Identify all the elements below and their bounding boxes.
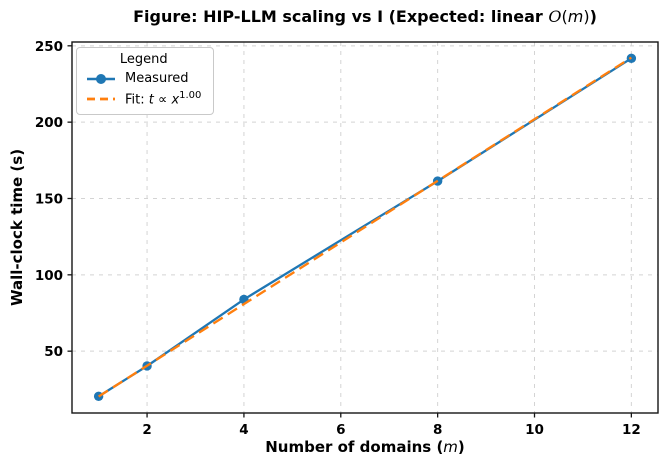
chart-title: Figure: HIP-LLM scaling vs I (Expected: … — [72, 7, 658, 26]
x-tick-label: 12 — [622, 422, 641, 438]
x-tick-label: 8 — [433, 422, 442, 438]
plot-border — [71, 41, 659, 414]
x-tick-label: 2 — [142, 422, 151, 438]
x-axis-label-text: Number of domains — [265, 438, 437, 456]
y-tick-label: 250 — [35, 39, 63, 55]
legend-label-fit: Fit: t ∝ x1.00 — [125, 90, 202, 108]
title-close-paren: ) — [589, 7, 597, 26]
y-tick-label: 100 — [35, 268, 63, 284]
x-tick-label: 4 — [239, 422, 248, 438]
measured-line-icon — [87, 73, 115, 84]
legend-item-fit: Fit: t ∝ x1.00 — [86, 90, 201, 107]
x-tick-label: 10 — [525, 422, 544, 438]
title-math-m: m — [567, 7, 584, 26]
fit-exponent: 1.00 — [179, 90, 202, 101]
fit-dashed-line-icon — [87, 97, 115, 101]
legend: Legend Measured Fit: t ∝ x1.00 — [76, 47, 215, 116]
fit-line — [98, 56, 632, 398]
y-tick-label: 150 — [35, 191, 63, 207]
y-tick-label: 200 — [35, 115, 63, 131]
legend-label-measured: Measured — [125, 71, 189, 86]
legend-item-measured: Measured — [86, 71, 201, 86]
x-label-open-paren: ( — [436, 438, 444, 456]
legend-title: Legend — [119, 52, 168, 67]
chart-title-text: Figure: HIP-LLM scaling vs I (Expected: … — [133, 7, 549, 26]
y-tick-label: 50 — [44, 344, 63, 360]
x-axis-label: Number of domains (m) — [72, 438, 658, 456]
x-tick-label: 6 — [336, 422, 345, 438]
title-math-close-paren: ) — [583, 7, 590, 26]
script-o-symbol: O — [548, 7, 562, 26]
y-axis-label: Wall-clock time (s) — [8, 148, 26, 307]
x-label-math-m: m — [443, 438, 458, 456]
x-label-close-paren: ) — [457, 438, 465, 456]
title-math-open-paren: ( — [561, 7, 568, 26]
